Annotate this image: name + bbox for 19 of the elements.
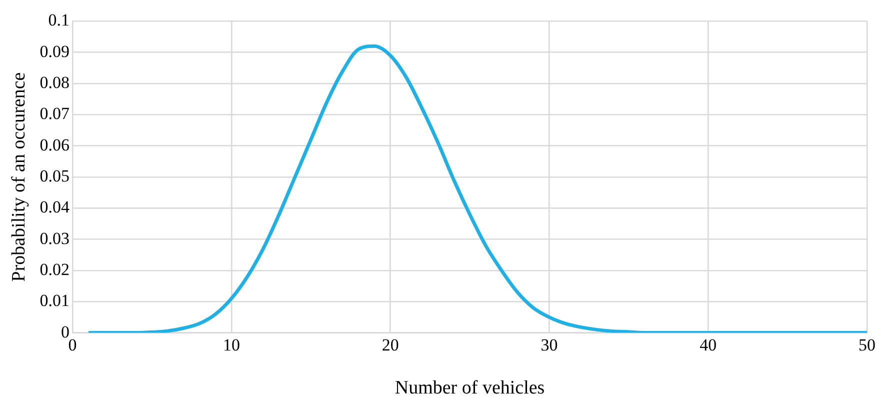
y-tick-label: 0.01 [40, 291, 70, 310]
y-tick-label: 0.02 [40, 260, 70, 279]
x-tick-label: 40 [700, 335, 717, 354]
x-tick-label: 50 [858, 335, 876, 354]
x-tick-label: 10 [222, 335, 240, 354]
y-tick-label: 0.1 [48, 10, 70, 30]
y-tick-label: 0.09 [40, 42, 70, 61]
y-tick-label: 0.08 [40, 72, 70, 92]
x-axis-title: Number of vehicles [394, 378, 545, 399]
y-tick-label: 0.05 [40, 166, 70, 186]
y-axis-title: Probability of an occurence [8, 72, 30, 282]
y-tick-label: 0.04 [40, 198, 70, 217]
x-tick-label: 20 [382, 335, 399, 354]
y-tick-label: 0.03 [40, 228, 70, 248]
y-tick-label: 0 [61, 322, 70, 342]
y-tick-label: 0.06 [40, 135, 70, 154]
x-tick-label: 30 [540, 335, 558, 354]
line-series [86, 44, 867, 333]
y-tick-label: 0.07 [40, 104, 70, 124]
